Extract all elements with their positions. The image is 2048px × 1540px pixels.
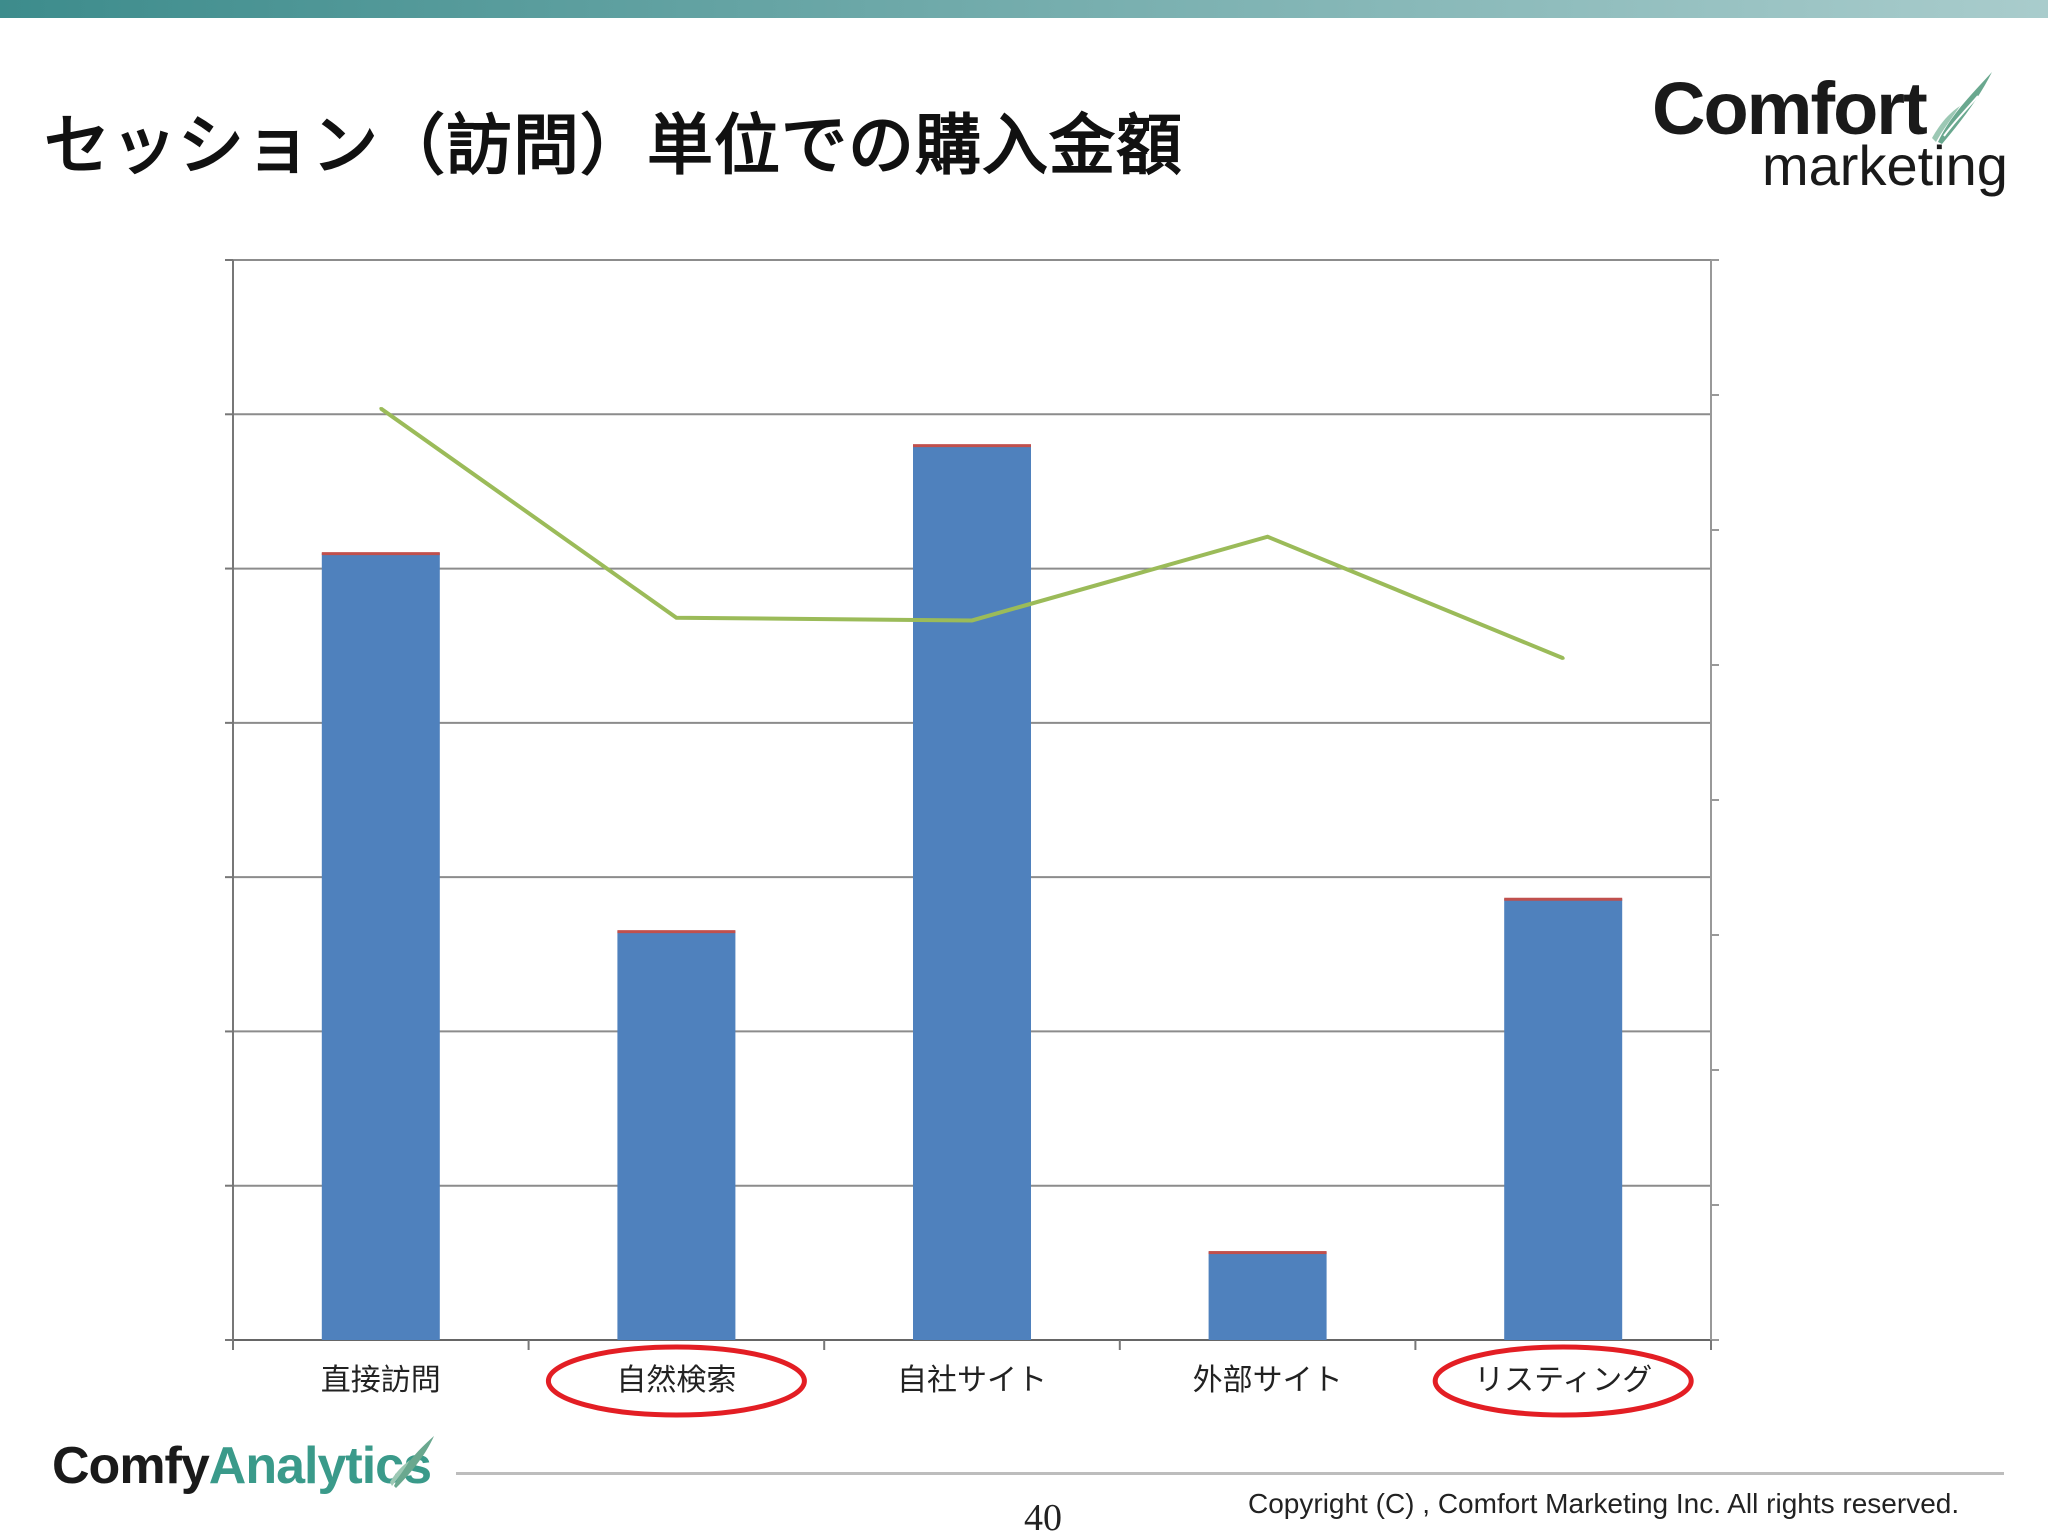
chart-area: 直接訪問 自然検索 自社サイト 外部サイト リスティング — [225, 259, 1719, 1418]
x-axis-labels: 直接訪問 自然検索 自社サイト 外部サイト リスティング — [321, 1363, 1653, 1398]
comfy-leaf-icon — [390, 1436, 434, 1488]
line-series — [379, 406, 1565, 661]
bar — [1504, 898, 1623, 1340]
bar — [617, 931, 736, 1340]
footer-divider — [456, 1472, 2004, 1475]
comfy-analytics-logo: ComfyAnalytics — [52, 1437, 432, 1495]
comfy-logo-part2: Analytics — [208, 1437, 432, 1495]
logo-marketing-text: marketing — [1762, 134, 2008, 197]
line-point — [674, 616, 678, 620]
bar-top-segment — [913, 444, 1031, 448]
highlight-ellipse — [545, 1344, 807, 1418]
logo-comfort-text: Comfort — [1652, 67, 1928, 150]
copyright-text: Copyright (C) , Comfort Marketing Inc. A… — [1248, 1488, 1960, 1519]
x-tick-label: 自社サイト — [897, 1363, 1047, 1398]
chart-axes — [225, 259, 1719, 1350]
x-tick-label: 自然検索 — [616, 1363, 736, 1398]
bar — [913, 445, 1031, 1341]
bar-series — [321, 444, 1623, 1341]
bar — [1208, 1252, 1327, 1340]
line-point — [1266, 535, 1270, 539]
top-accent-bar — [0, 0, 2048, 18]
bar-top-segment — [1504, 897, 1623, 901]
line-point — [1561, 656, 1565, 660]
page-number: 40 — [1024, 1497, 1062, 1539]
bar-top-segment — [1208, 1251, 1327, 1255]
slide-title: セッション（訪問）単位での購入金額 — [44, 107, 1183, 184]
line-point — [970, 618, 974, 622]
bar — [321, 553, 440, 1340]
line-point — [379, 407, 383, 410]
leaf-logo-icon — [1932, 72, 1992, 144]
bar-top-segment — [321, 552, 440, 556]
highlight-ellipse — [1432, 1344, 1694, 1418]
x-tick-label: リスティング — [1474, 1363, 1652, 1398]
highlight-ellipses — [545, 1344, 1694, 1418]
x-tick-label: 外部サイト — [1193, 1363, 1343, 1398]
comfy-logo-part1: Comfy — [52, 1437, 210, 1495]
bar-top-segment — [617, 930, 736, 934]
x-tick-label: 直接訪問 — [321, 1363, 441, 1398]
